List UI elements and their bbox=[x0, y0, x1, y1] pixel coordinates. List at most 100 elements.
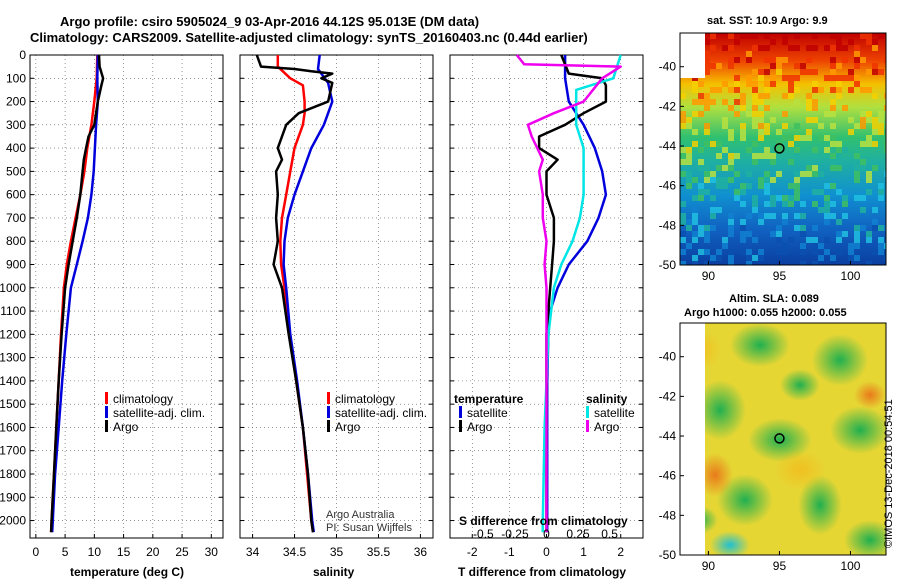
depth-tick-label: 600 bbox=[6, 188, 26, 202]
figure-title-line2: Climatology: CARS2009. Satellite-adjuste… bbox=[30, 30, 588, 45]
top-tick-label: 0.5 bbox=[601, 527, 618, 541]
top-axis-label: S difference from climatology bbox=[459, 514, 628, 528]
legend-label-climatology: climatology bbox=[113, 392, 173, 406]
legend-label-argo-temp: Argo bbox=[467, 420, 493, 434]
panel-frame bbox=[29, 54, 224, 539]
x-tick-label: 0 bbox=[33, 545, 40, 559]
map-y-tick-label: -48 bbox=[659, 218, 677, 232]
x-tick-label: 0 bbox=[543, 545, 550, 559]
depth-tick-label: 1200 bbox=[0, 327, 26, 341]
series-line-argo bbox=[49, 54, 105, 533]
x-tick-label: 20 bbox=[146, 545, 160, 559]
sla-field bbox=[680, 323, 886, 555]
legend-label-sat-sal: satellite bbox=[594, 406, 635, 420]
top-tick-label: -0.5 bbox=[473, 527, 494, 541]
map-y-tick-label: -40 bbox=[659, 60, 677, 74]
legend-swatch-argo bbox=[327, 420, 330, 432]
legend-title-salinity: salinity bbox=[586, 392, 628, 406]
series-line-satellite-adj-clim- bbox=[282, 54, 334, 533]
figure-title-line1: Argo profile: csiro 5905024_9 03-Apr-201… bbox=[60, 14, 479, 29]
x-tick-label: 10 bbox=[88, 545, 102, 559]
legend-label-argo-sal: Argo bbox=[594, 420, 620, 434]
difference-panel: -2 -1 0 1 2 T difference from climatology -0.5… bbox=[449, 54, 644, 579]
depth-tick-label: 1400 bbox=[0, 374, 26, 388]
legend-swatch-satellite bbox=[327, 406, 330, 418]
map-y-tick-label: -48 bbox=[659, 508, 677, 522]
temperature-legend: climatology satellite-adj. clim. Argo bbox=[105, 392, 205, 434]
map-x-tick-label: 90 bbox=[702, 269, 716, 283]
map-y-tick-label: -42 bbox=[659, 99, 677, 113]
depth-tick-label: 500 bbox=[6, 164, 26, 178]
x-axis-label: temperature (deg C) bbox=[70, 565, 184, 579]
depth-tick-label: 2000 bbox=[0, 514, 26, 528]
difference-legend: temperature satellite Argo salinity sate… bbox=[454, 392, 635, 528]
sla-map-subtitle: Argo h1000: 0.055 h2000: 0.055 bbox=[684, 307, 847, 319]
sst-field bbox=[680, 33, 886, 265]
panel-frame bbox=[239, 54, 434, 539]
salinity-legend: climatology satellite-adj. clim. Argo Ar… bbox=[326, 392, 427, 534]
map-y-tick-label: -44 bbox=[659, 429, 677, 443]
legend-swatch-argo-sal bbox=[586, 420, 589, 432]
panel-frame bbox=[449, 54, 644, 539]
legend-swatch-climatology bbox=[105, 392, 108, 404]
legend-label-argo: Argo bbox=[335, 420, 361, 434]
sst-map-title: sat. SST: 10.9 Argo: 9.9 bbox=[707, 15, 828, 27]
watermark: ©IMOS 13-Dec-2018 00:54:51 bbox=[883, 399, 895, 548]
legend-label-satellite: satellite-adj. clim. bbox=[335, 406, 427, 420]
map-x-tick-label: 100 bbox=[840, 269, 860, 283]
top-tick-label: 0.25 bbox=[566, 527, 590, 541]
depth-tick-label: 800 bbox=[6, 234, 26, 248]
map-y-tick-label: -42 bbox=[659, 389, 677, 403]
depth-tick-label: 400 bbox=[6, 141, 26, 155]
depth-tick-label: 1700 bbox=[0, 444, 26, 458]
legend-label-climatology: climatology bbox=[335, 392, 395, 406]
depth-tick-label: 100 bbox=[6, 71, 26, 85]
x-tick-label: 15 bbox=[117, 545, 131, 559]
argo-float-marker bbox=[774, 143, 785, 154]
depth-tick-label: 300 bbox=[6, 118, 26, 132]
legend-swatch-climatology bbox=[327, 392, 330, 404]
series-line-argo bbox=[255, 54, 334, 533]
x-tick-label: 35.5 bbox=[367, 545, 391, 559]
temperature-panel: 0 5 10 15 20 25 30 temperature (deg C) bbox=[29, 54, 224, 579]
land-mask bbox=[680, 323, 705, 555]
sst-map: sat. SST: 10.9 Argo: 9.9 90 95 100 -40 -42 -4… bbox=[659, 15, 887, 283]
x-tick-label: 35 bbox=[330, 545, 344, 559]
legend-label-satellite: satellite-adj. clim. bbox=[113, 406, 205, 420]
map-y-tick-label: -50 bbox=[659, 548, 677, 562]
annotation-argo-australia: Argo Australia bbox=[326, 509, 395, 521]
map-y-tick-label: -44 bbox=[659, 139, 677, 153]
depth-tick-label: 1800 bbox=[0, 467, 26, 481]
x-tick-label: 25 bbox=[175, 545, 189, 559]
x-tick-label: 36 bbox=[414, 545, 428, 559]
map-x-tick-label: 90 bbox=[702, 559, 716, 573]
depth-tick-label: 1500 bbox=[0, 397, 26, 411]
land-mask bbox=[680, 33, 705, 78]
legend-title-temperature: temperature bbox=[454, 392, 524, 406]
legend-swatch-argo-temp bbox=[459, 420, 462, 432]
x-tick-label: 5 bbox=[62, 545, 69, 559]
depth-tick-label: 900 bbox=[6, 257, 26, 271]
map-y-tick-label: -46 bbox=[659, 179, 677, 193]
legend-swatch-sat-temp bbox=[459, 406, 462, 418]
legend-swatch-argo bbox=[105, 420, 108, 432]
salinity-panel: 34 34.5 35 35.5 36 salinity bbox=[239, 54, 434, 579]
x-tick-label: 2 bbox=[617, 545, 624, 559]
series-line-argo-salinity bbox=[515, 54, 622, 533]
depth-tick-label: 0 bbox=[19, 48, 26, 62]
x-tick-label: -1 bbox=[504, 545, 515, 559]
depth-tick-label: 1100 bbox=[0, 304, 26, 318]
series-line-argo-temperature bbox=[537, 54, 608, 533]
argo-float-marker bbox=[774, 433, 785, 444]
sla-map-title: Altim. SLA: 0.089 bbox=[729, 293, 819, 305]
x-tick-label: 34.5 bbox=[283, 545, 307, 559]
map-x-tick-label: 100 bbox=[840, 559, 860, 573]
legend-label-argo: Argo bbox=[113, 420, 139, 434]
x-axis-label: T difference from climatology bbox=[458, 565, 626, 579]
depth-tick-label: 1600 bbox=[0, 420, 26, 434]
depth-tick-label: 1000 bbox=[0, 281, 26, 295]
map-x-tick-label: 95 bbox=[773, 269, 787, 283]
x-tick-label: 30 bbox=[205, 545, 219, 559]
x-tick-label: -2 bbox=[467, 545, 478, 559]
